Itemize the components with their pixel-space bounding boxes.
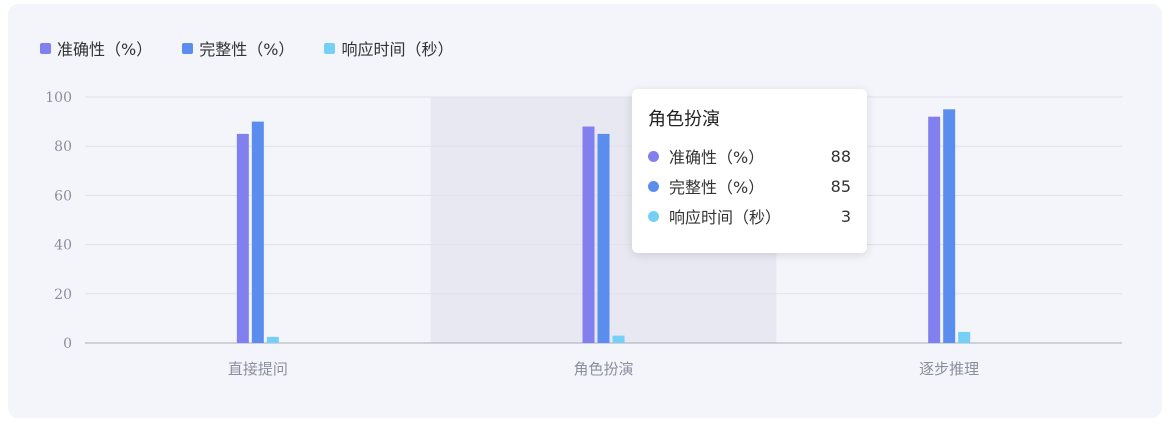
legend-item-accuracy[interactable]: 准确性（%）	[40, 36, 152, 60]
legend-item-response-time[interactable]: 响应时间（秒）	[324, 36, 453, 60]
bar	[928, 116, 941, 344]
y-tick-label: 60	[54, 188, 72, 204]
legend-label: 响应时间（秒）	[341, 40, 454, 59]
tooltip-row: 响应时间（秒） 3	[648, 201, 851, 231]
bar	[597, 133, 610, 343]
legend: 准确性（%） 完整性（%） 响应时间（秒）	[40, 36, 453, 60]
tooltip-value: 85	[830, 176, 851, 196]
x-tick-label: 逐步推理	[919, 360, 979, 378]
x-tick-label: 角色扮演	[573, 360, 633, 378]
y-tick-label: 80	[54, 139, 72, 155]
bar	[266, 336, 279, 343]
y-tick-label: 0	[63, 336, 72, 352]
y-tick-label: 100	[45, 90, 72, 106]
tooltip-row: 完整性（%） 85	[648, 171, 851, 201]
bar	[943, 109, 956, 343]
y-tick-label: 40	[54, 238, 72, 254]
legend-swatch	[182, 42, 194, 54]
y-tick-label: 20	[54, 287, 72, 303]
series-dot	[648, 210, 659, 222]
tooltip-value: 3	[840, 206, 851, 226]
bar	[958, 331, 971, 343]
tooltip: 角色扮演 准确性（%） 88 完整性（%） 85 响应时间（秒） 3	[632, 89, 867, 253]
bar	[612, 335, 625, 343]
bar	[236, 133, 249, 343]
legend-swatch	[40, 42, 51, 54]
bar	[251, 121, 264, 343]
tooltip-label: 完整性（%）	[669, 178, 765, 197]
x-tick-label: 直接提问	[228, 360, 288, 378]
legend-label: 准确性（%）	[57, 40, 153, 59]
legend-swatch	[324, 42, 336, 54]
tooltip-title: 角色扮演	[648, 109, 720, 130]
tooltip-value: 88	[830, 146, 851, 166]
tooltip-row: 准确性（%） 88	[648, 141, 851, 171]
series-dot	[648, 150, 659, 162]
bar	[582, 126, 595, 344]
legend-item-completeness[interactable]: 完整性（%）	[182, 36, 294, 60]
tooltip-label: 准确性（%）	[669, 148, 765, 167]
legend-label: 完整性（%）	[199, 40, 295, 59]
series-dot	[648, 180, 659, 192]
tooltip-label: 响应时间（秒）	[669, 208, 782, 227]
